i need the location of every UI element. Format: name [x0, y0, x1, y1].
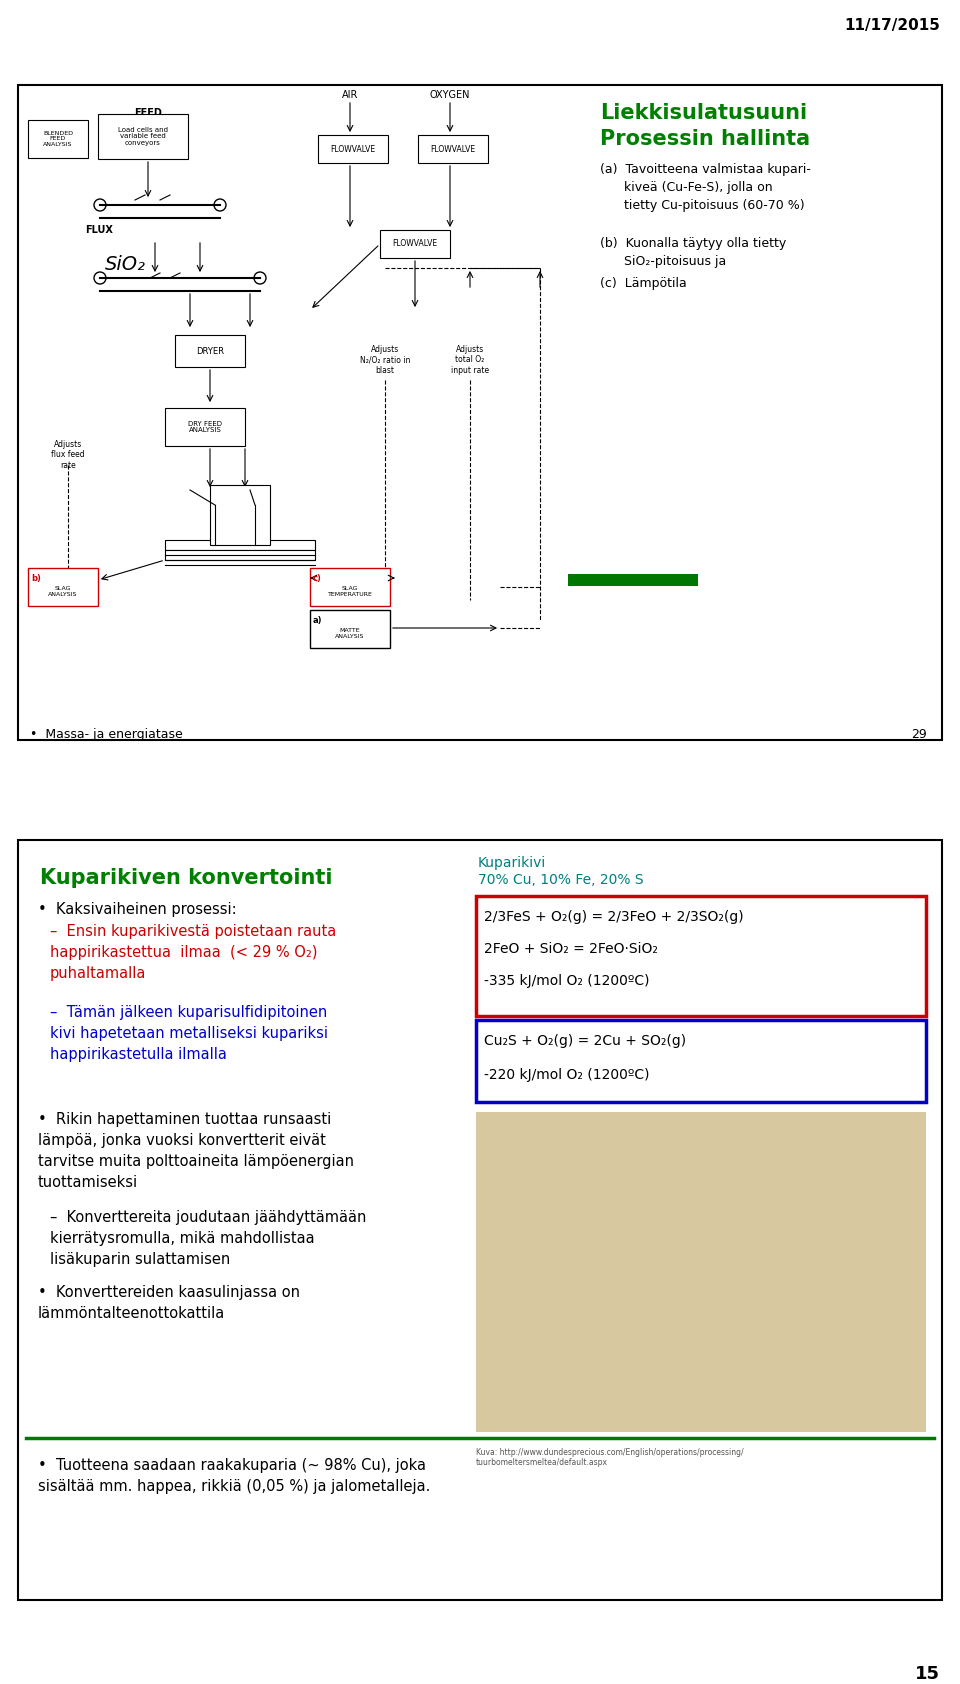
Bar: [380, 231, 450, 258]
Text: (a)  Tavoitteena valmistaa kupari-
      kiveä (Cu-Fe-S), jolla on
      tietty : (a) Tavoitteena valmistaa kupari- kiveä …: [600, 163, 811, 212]
Text: Adjusts
total O₂
input rate: Adjusts total O₂ input rate: [451, 345, 489, 376]
Text: a): a): [313, 616, 323, 625]
Bar: [568, 574, 698, 586]
Text: OXYGEN: OXYGEN: [430, 89, 470, 99]
Text: Adjusts
N₂/O₂ ratio in
blast: Adjusts N₂/O₂ ratio in blast: [360, 345, 410, 376]
Text: 70% Cu, 10% Fe, 20% S: 70% Cu, 10% Fe, 20% S: [478, 872, 643, 887]
Text: –  Ensin kuparikivestä poistetaan rauta
happirikastettua  ilmaa  (< 29 % O₂)
puh: – Ensin kuparikivestä poistetaan rauta h…: [50, 925, 336, 982]
Text: (c)  Lämpötila: (c) Lämpötila: [600, 276, 686, 290]
Text: SiO₂: SiO₂: [105, 254, 146, 274]
Text: •  Tuotteena saadaan raakakuparia (~ 98% Cu), joka
sisältää mm. happea, rikkiä (: • Tuotteena saadaan raakakuparia (~ 98% …: [38, 1458, 430, 1494]
Text: 2FeO + SiO₂ = 2FeO·SiO₂: 2FeO + SiO₂ = 2FeO·SiO₂: [484, 941, 658, 957]
Bar: [175, 335, 245, 367]
Bar: [476, 896, 926, 1015]
Bar: [318, 135, 388, 163]
Bar: [476, 1021, 926, 1101]
Text: BLENDED
FEED
ANALYSIS: BLENDED FEED ANALYSIS: [43, 131, 73, 147]
Text: -220 kJ/mol O₂ (1200ºC): -220 kJ/mol O₂ (1200ºC): [484, 1068, 650, 1083]
Text: 2/3FeS + O₂(g) = 2/3FeO + 2/3SO₂(g): 2/3FeS + O₂(g) = 2/3FeO + 2/3SO₂(g): [484, 909, 744, 925]
Bar: [165, 408, 245, 446]
Bar: [28, 568, 98, 606]
Bar: [18, 840, 942, 1600]
Text: b): b): [31, 574, 41, 583]
Bar: [18, 84, 942, 739]
Text: AIR: AIR: [342, 89, 358, 99]
Text: SLAG
ANALYSIS: SLAG ANALYSIS: [48, 586, 78, 596]
Text: •  Massa- ja energiatase: • Massa- ja energiatase: [30, 727, 182, 741]
Text: 29: 29: [911, 727, 927, 741]
Text: 11/17/2015: 11/17/2015: [844, 19, 940, 34]
Bar: [418, 135, 488, 163]
Bar: [28, 120, 88, 158]
Text: MATTE
ANALYSIS: MATTE ANALYSIS: [335, 628, 365, 638]
Text: DRYER: DRYER: [196, 347, 224, 355]
Text: DRY FEED
ANALYSIS: DRY FEED ANALYSIS: [188, 421, 222, 433]
Text: –  Konverttereita joudutaan jäähdyttämään
kierrätysromulla, mikä mahdollistaa
li: – Konverttereita joudutaan jäähdyttämään…: [50, 1211, 367, 1266]
Bar: [98, 115, 188, 158]
Text: FLOWVALVE: FLOWVALVE: [430, 145, 475, 153]
Text: FLOWVALVE: FLOWVALVE: [330, 145, 375, 153]
Text: Kuva: http://www.dundesprecious.com/English/operations/processing/
tuurbomelters: Kuva: http://www.dundesprecious.com/Engl…: [476, 1448, 744, 1467]
Bar: [26, 93, 573, 721]
Text: •  Kaksivaiheinen prosessi:: • Kaksivaiheinen prosessi:: [38, 903, 236, 918]
Text: •  Rikin hapettaminen tuottaa runsaasti
lämpöä, jonka vuoksi konvertterit eivät
: • Rikin hapettaminen tuottaa runsaasti l…: [38, 1111, 354, 1191]
Text: Prosessin hallinta: Prosessin hallinta: [600, 130, 810, 148]
Text: -335 kJ/mol O₂ (1200ºC): -335 kJ/mol O₂ (1200ºC): [484, 973, 650, 989]
Text: Load cells and
variable feed
conveyors: Load cells and variable feed conveyors: [118, 126, 168, 147]
Bar: [165, 541, 315, 551]
Text: SLAG
TEMPERATURE: SLAG TEMPERATURE: [327, 586, 372, 596]
Text: FEED: FEED: [134, 108, 162, 118]
Text: 15: 15: [915, 1665, 940, 1682]
Text: Cu₂S + O₂(g) = 2Cu + SO₂(g): Cu₂S + O₂(g) = 2Cu + SO₂(g): [484, 1034, 686, 1047]
Bar: [310, 610, 390, 648]
Text: FLUX: FLUX: [85, 226, 113, 236]
Text: FLOWVALVE: FLOWVALVE: [393, 239, 438, 249]
Bar: [310, 568, 390, 606]
Bar: [165, 551, 315, 561]
Text: Kuparikiven konvertointi: Kuparikiven konvertointi: [40, 867, 332, 887]
Bar: [210, 485, 270, 546]
Text: c): c): [313, 574, 322, 583]
Text: •  Konverttereiden kaasulinjassa on
lämmöntalteenottokattila: • Konverttereiden kaasulinjassa on lämmö…: [38, 1285, 300, 1320]
Text: (b)  Kuonalla täytyy olla tietty
      SiO₂-pitoisuus ja: (b) Kuonalla täytyy olla tietty SiO₂-pit…: [600, 237, 786, 268]
Text: Liekkisulatusuuni: Liekkisulatusuuni: [600, 103, 807, 123]
Bar: [476, 1111, 926, 1431]
Text: Kuparikivi: Kuparikivi: [478, 855, 546, 871]
Text: –  Tämän jälkeen kuparisulfidipitoinen
kivi hapetetaan metalliseksi kupariksi
ha: – Tämän jälkeen kuparisulfidipitoinen ki…: [50, 1005, 328, 1063]
Text: Adjusts
flux feed
rate: Adjusts flux feed rate: [51, 440, 84, 470]
